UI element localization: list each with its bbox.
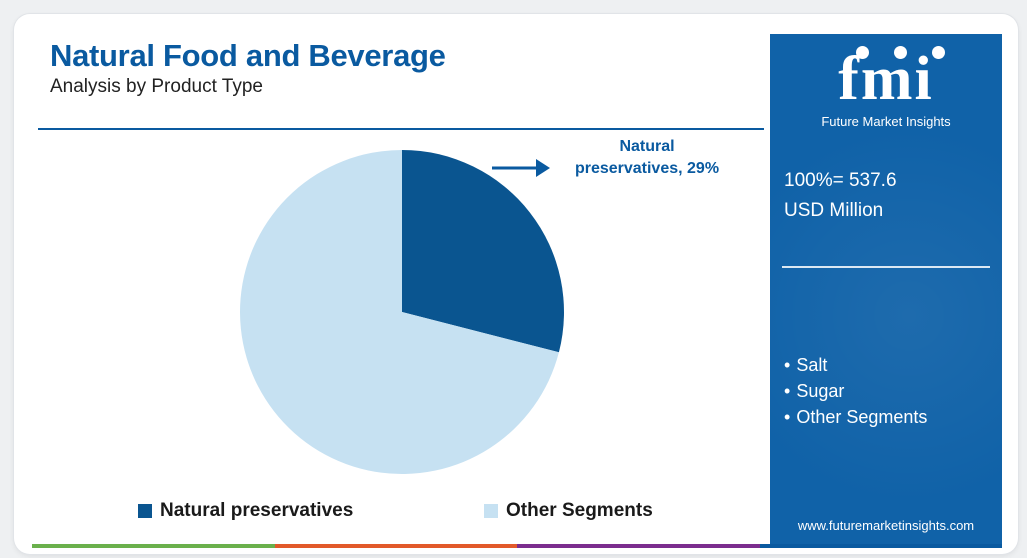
slice-callout: Natural preservatives, 29% [572, 136, 722, 180]
logo-globe-icon [932, 46, 945, 59]
bottom-color-bar [32, 544, 1002, 548]
segment-item-sugar: Sugar [784, 378, 927, 404]
legend-swatch [138, 504, 152, 518]
logo-globe-icon [894, 46, 907, 59]
segment-list: Salt Sugar Other Segments [784, 352, 927, 430]
summary-sidebar: fmi Future Market Insights 100%= 537.6 U… [770, 34, 1002, 546]
bar-segment-purple [517, 544, 760, 548]
bar-segment-orange [274, 544, 517, 548]
pie-slice-other-segments [239, 150, 559, 475]
bar-segment-green [32, 544, 275, 548]
market-total: 100%= 537.6 USD Million [784, 166, 984, 226]
callout-line-1: Natural [619, 138, 675, 155]
logo-globe-icon [856, 46, 869, 59]
callout-line-2: preservatives, 29% [574, 160, 720, 177]
total-unit: USD Million [784, 200, 884, 221]
title-divider [38, 128, 764, 130]
legend-item-other-segments: Other Segments [484, 500, 653, 522]
pie-slice-natural-preservatives [402, 150, 564, 353]
legend-label: Natural preservatives [160, 500, 354, 521]
website-url: www.futuremarketinsights.com [797, 518, 975, 533]
page-title: Natural Food and Beverage [50, 38, 446, 73]
pie-chart [239, 150, 564, 475]
page-subtitle: Analysis by Product Type [50, 76, 263, 97]
fmi-logo: fmi Future Market Insights [796, 44, 976, 134]
total-value: 100%= 537.6 [784, 170, 897, 191]
sidebar-divider [782, 266, 990, 268]
bar-segment-blue [759, 544, 1002, 548]
segment-item-other: Other Segments [784, 404, 927, 430]
legend-item-natural-preservatives: Natural preservatives [138, 500, 353, 522]
logo-subtitle: Future Market Insights [821, 114, 951, 129]
segment-item-salt: Salt [784, 352, 927, 378]
logo-text: fmi [838, 45, 934, 113]
callout-arrow-icon [492, 159, 550, 177]
legend-label: Other Segments [506, 500, 653, 521]
infographic-card: Natural Food and Beverage Analysis by Pr… [32, 30, 1002, 546]
legend-swatch [484, 504, 498, 518]
